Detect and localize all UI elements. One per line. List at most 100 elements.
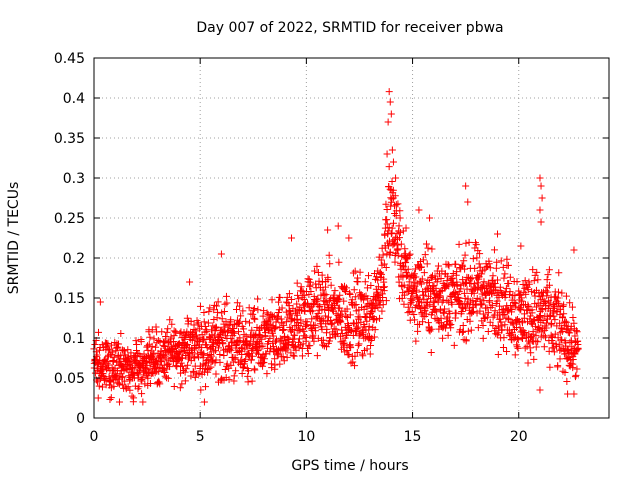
data-point xyxy=(355,340,363,348)
data-point xyxy=(499,344,507,352)
data-point xyxy=(513,278,521,286)
data-point xyxy=(571,373,579,381)
data-point xyxy=(368,308,376,316)
data-point xyxy=(347,326,355,334)
data-point xyxy=(543,292,551,300)
data-point xyxy=(488,290,496,298)
data-point xyxy=(426,214,434,222)
data-point xyxy=(303,318,311,326)
data-point xyxy=(564,355,572,363)
data-point xyxy=(537,296,545,304)
data-point xyxy=(525,280,533,288)
data-point xyxy=(176,384,184,392)
data-point xyxy=(517,242,525,250)
data-point xyxy=(107,394,115,402)
data-point xyxy=(324,276,332,284)
data-point xyxy=(394,251,402,259)
data-point xyxy=(307,288,315,296)
data-point xyxy=(540,332,548,340)
data-point xyxy=(383,150,391,158)
data-point xyxy=(437,287,445,295)
data-point xyxy=(194,319,202,327)
data-point xyxy=(556,355,564,363)
data-point xyxy=(96,298,104,306)
data-point xyxy=(386,98,394,106)
data-point xyxy=(443,277,451,285)
y-tick-label: 0.25 xyxy=(54,211,85,227)
data-point xyxy=(506,291,514,299)
data-point xyxy=(259,312,267,320)
data-point xyxy=(323,325,331,333)
data-point xyxy=(519,281,527,289)
data-point xyxy=(190,326,198,334)
data-point xyxy=(448,300,456,308)
data-point xyxy=(439,296,447,304)
data-point xyxy=(392,201,400,209)
data-point xyxy=(518,319,526,327)
data-point xyxy=(474,271,482,279)
data-point xyxy=(319,336,327,344)
data-point xyxy=(402,258,410,266)
data-point xyxy=(160,352,168,360)
data-point xyxy=(452,309,460,317)
data-point xyxy=(381,283,389,291)
data-point xyxy=(343,346,351,354)
data-point xyxy=(95,328,103,336)
data-point xyxy=(326,334,334,342)
data-point xyxy=(427,288,435,296)
data-point xyxy=(562,318,570,326)
data-point xyxy=(293,300,301,308)
data-point xyxy=(202,383,210,391)
data-point xyxy=(133,340,141,348)
data-point xyxy=(113,343,121,351)
data-point xyxy=(157,347,165,355)
data-point xyxy=(545,281,553,289)
data-point xyxy=(493,297,501,305)
data-point xyxy=(262,350,270,358)
data-point xyxy=(124,383,132,391)
data-point xyxy=(245,352,253,360)
data-point xyxy=(115,380,123,388)
data-point xyxy=(313,352,321,360)
data-point xyxy=(462,239,470,247)
data-point xyxy=(219,340,227,348)
data-point xyxy=(239,307,247,315)
data-point xyxy=(494,276,502,284)
data-point xyxy=(531,271,539,279)
data-point xyxy=(278,304,286,312)
data-point xyxy=(464,198,472,206)
data-point xyxy=(345,234,353,242)
data-point xyxy=(248,377,256,385)
data-point xyxy=(506,273,514,281)
data-point xyxy=(178,380,186,388)
data-point xyxy=(343,305,351,313)
data-point xyxy=(193,350,201,358)
data-point xyxy=(538,306,546,314)
data-point xyxy=(512,299,520,307)
data-point xyxy=(188,348,196,356)
data-point xyxy=(412,337,420,345)
data-point xyxy=(251,366,259,374)
y-tick-label: 0.2 xyxy=(63,251,85,267)
data-point xyxy=(146,333,154,341)
data-point xyxy=(100,376,108,384)
data-point xyxy=(537,218,545,226)
data-point xyxy=(530,277,538,285)
data-point xyxy=(456,299,464,307)
data-point xyxy=(470,289,478,297)
data-point xyxy=(354,341,362,349)
data-point xyxy=(466,317,474,325)
data-point xyxy=(351,301,359,309)
data-point xyxy=(280,357,288,365)
data-point xyxy=(427,325,435,333)
data-point xyxy=(421,251,429,259)
x-tick-label: 5 xyxy=(196,429,205,445)
data-point xyxy=(423,260,431,268)
data-point xyxy=(560,301,568,309)
data-point xyxy=(554,362,562,370)
data-point xyxy=(396,214,404,222)
data-point xyxy=(489,272,497,280)
data-point xyxy=(501,270,509,278)
data-point xyxy=(536,174,544,182)
data-point xyxy=(200,336,208,344)
